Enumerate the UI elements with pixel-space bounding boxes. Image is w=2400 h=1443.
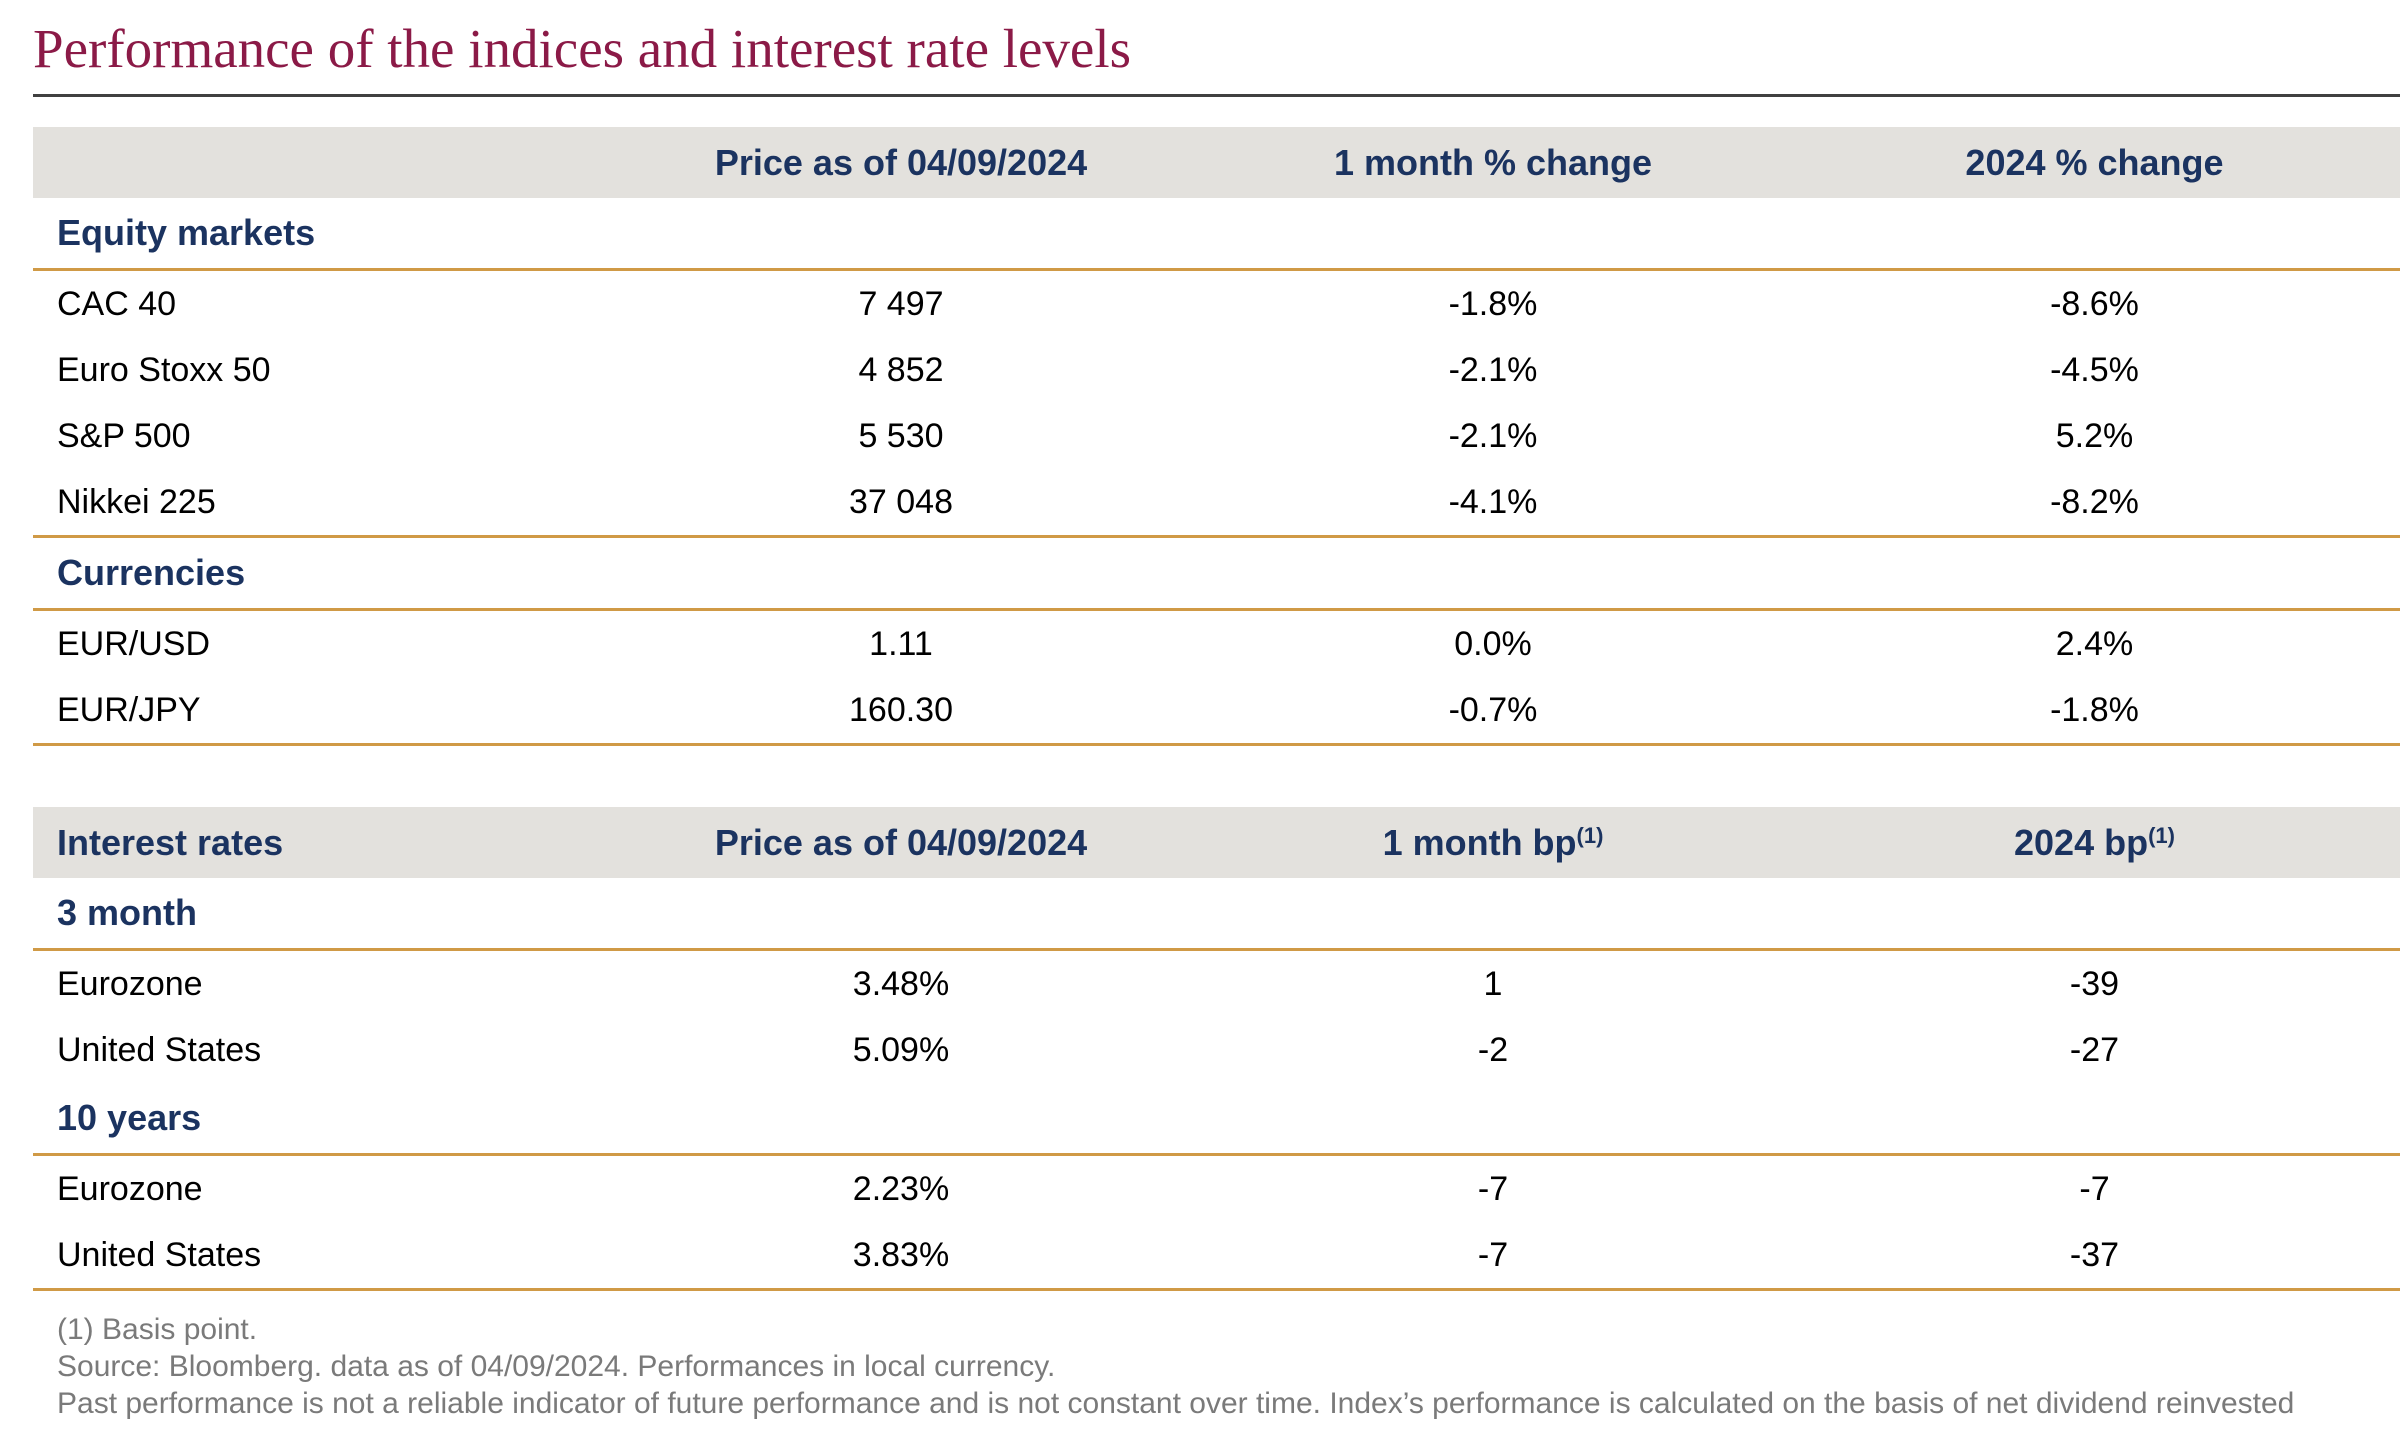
table-row: Nikkei 225 37 048 -4.1% -8.2% bbox=[33, 469, 2400, 538]
row-price: 2.23% bbox=[852, 1169, 950, 1208]
row-price: 3.83% bbox=[605, 1222, 1197, 1291]
footnote-mark: (1) bbox=[1576, 822, 1604, 848]
row-month: 0.0% bbox=[1454, 624, 1532, 663]
row-label: Nikkei 225 bbox=[33, 469, 605, 538]
row-ytd: -8.2% bbox=[1789, 469, 2400, 538]
row-price: 160.30 bbox=[605, 677, 1197, 746]
row-month: 1 bbox=[1483, 964, 1503, 1003]
row-ytd: -8.6% bbox=[2050, 284, 2139, 323]
table-header-row: Price as of 04/09/2024 1 month % change … bbox=[33, 127, 2400, 198]
interest-rates-table: Interest rates Price as of 04/09/2024 1 … bbox=[33, 807, 2400, 1291]
table-row: EUR/JPY 160.30 -0.7% -1.8% bbox=[33, 677, 2400, 746]
row-month: -7 bbox=[1477, 1169, 1509, 1208]
header-price: Price as of 04/09/2024 bbox=[605, 127, 1197, 198]
row-label: Eurozone bbox=[57, 1169, 203, 1208]
row-month: -0.7% bbox=[1197, 677, 1789, 746]
row-label: EUR/USD bbox=[57, 624, 211, 663]
header-ytd-bp: 2024 bp(1) bbox=[1789, 807, 2400, 878]
header-month-bp-label: 1 month bp bbox=[1382, 821, 1577, 863]
row-month: -7 bbox=[1197, 1222, 1789, 1291]
row-month: -1.8% bbox=[1448, 284, 1538, 323]
table-row: EUR/USD 1.11 0.0% 2.4% bbox=[33, 610, 2400, 678]
row-price: 7 497 bbox=[858, 284, 944, 323]
row-label: United States bbox=[33, 1222, 605, 1291]
header-ytd-change: 2024 % change bbox=[1789, 127, 2400, 198]
header-month-bp: 1 month bp(1) bbox=[1197, 807, 1789, 878]
section-10-years: 10 years bbox=[33, 1083, 2400, 1156]
section-3-month: 3 month bbox=[33, 878, 2400, 951]
row-ytd: 5.2% bbox=[2055, 416, 2134, 455]
row-price: 5.09% bbox=[852, 1030, 950, 1069]
footnotes: (1) Basis point. Source: Bloomberg. data… bbox=[57, 1311, 2294, 1422]
row-ytd: -7 bbox=[2079, 1169, 2110, 1208]
section-row: Currencies bbox=[33, 536, 2400, 611]
header-price: Price as of 04/09/2024 bbox=[605, 807, 1197, 878]
row-month: -2.1% bbox=[1448, 416, 1538, 455]
row-month: -4.1% bbox=[1197, 469, 1789, 538]
row-label: EUR/JPY bbox=[33, 677, 605, 746]
table-row: Eurozone 2.23% -7 -7 bbox=[33, 1155, 2400, 1223]
row-label: S&P 500 bbox=[57, 416, 191, 455]
row-ytd: -4.5% bbox=[2050, 350, 2139, 389]
table-row: Euro Stoxx 50 4 852 -2.1% -4.5% bbox=[33, 337, 2400, 403]
table-row: Eurozone 3.48% 1 -39 bbox=[33, 950, 2400, 1018]
row-label: Eurozone bbox=[57, 964, 203, 1003]
section-row: 10 years bbox=[33, 1083, 2400, 1156]
footnote-source: Source: Bloomberg. data as of 04/09/2024… bbox=[57, 1350, 1056, 1383]
section-currencies: Currencies bbox=[33, 536, 2400, 611]
row-price: 5 530 bbox=[858, 416, 944, 455]
row-ytd: -37 bbox=[1789, 1222, 2400, 1291]
page-title: Performance of the indices and interest … bbox=[33, 18, 1132, 79]
row-ytd: -1.8% bbox=[1789, 677, 2400, 746]
section-equity-markets: Equity markets bbox=[33, 198, 2400, 271]
section-row: 3 month bbox=[33, 878, 2400, 951]
row-month: -2 bbox=[1477, 1030, 1509, 1069]
row-month: -2.1% bbox=[1448, 350, 1538, 389]
row-ytd: -39 bbox=[2069, 964, 2120, 1003]
section-row: Equity markets bbox=[33, 198, 2400, 271]
header-label: Interest rates bbox=[33, 807, 605, 878]
table-row: S&P 500 5 530 -2.1% 5.2% bbox=[33, 403, 2400, 469]
header-month-change: 1 month % change bbox=[1197, 127, 1789, 198]
row-price: 3.48% bbox=[852, 964, 950, 1003]
market-performance-table: Price as of 04/09/2024 1 month % change … bbox=[33, 127, 2400, 746]
footnote-disclaimer: Past performance is not a reliable indic… bbox=[57, 1387, 2295, 1420]
header-label bbox=[33, 127, 605, 198]
table-row: CAC 40 7 497 -1.8% -8.6% bbox=[33, 270, 2400, 338]
row-price: 1.11 bbox=[869, 624, 933, 663]
row-label: Euro Stoxx 50 bbox=[57, 350, 271, 389]
footnote-basis-point: (1) Basis point. bbox=[57, 1313, 258, 1346]
row-price: 4 852 bbox=[858, 350, 944, 389]
footnote-mark: (1) bbox=[2148, 822, 2175, 848]
header-ytd-bp-label: 2024 bp bbox=[2014, 821, 2149, 863]
row-label: United States bbox=[57, 1030, 262, 1069]
title-divider bbox=[33, 94, 2400, 97]
table-header-row: Interest rates Price as of 04/09/2024 1 … bbox=[33, 807, 2400, 878]
row-ytd: -27 bbox=[2069, 1030, 2120, 1069]
row-ytd: 2.4% bbox=[2055, 624, 2134, 663]
table-row: United States 5.09% -2 -27 bbox=[33, 1017, 2400, 1083]
table-row: United States 3.83% -7 -37 bbox=[33, 1222, 2400, 1291]
row-label: CAC 40 bbox=[57, 284, 177, 323]
row-price: 37 048 bbox=[605, 469, 1197, 538]
